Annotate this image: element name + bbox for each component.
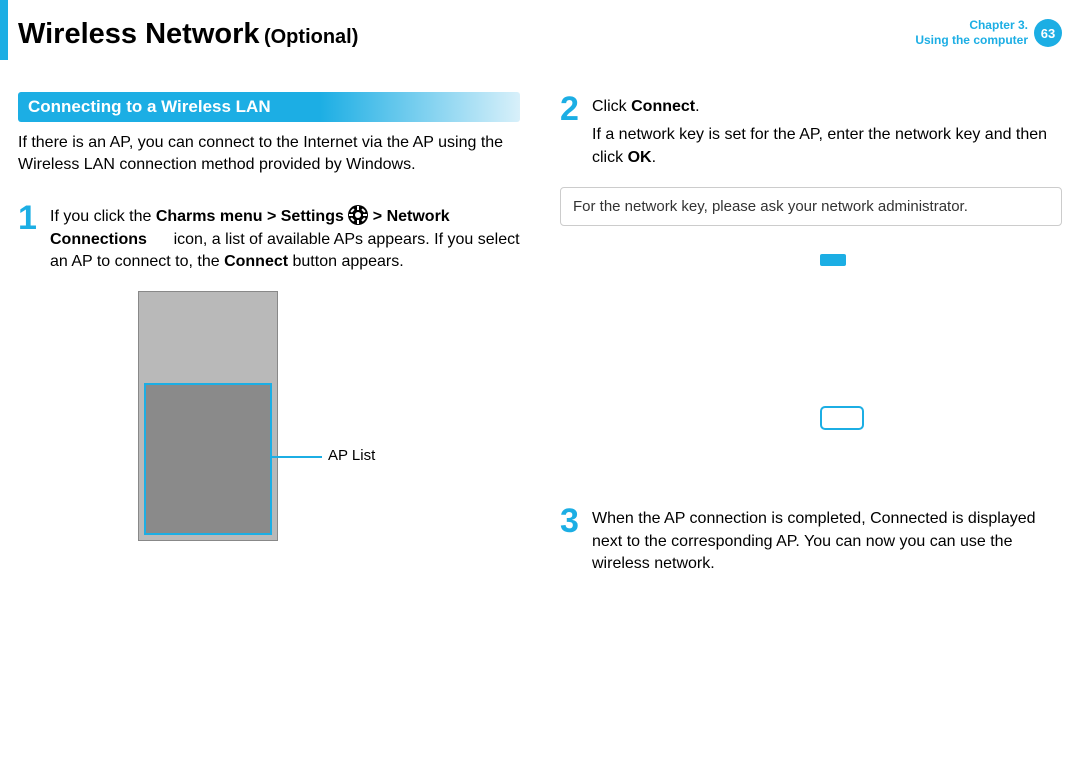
step-number-2: 2: [560, 92, 582, 169]
ap-callout-line: [272, 456, 322, 458]
step1-t-e: Connections: [50, 231, 147, 248]
step-3-body: When the AP connection is completed, Con…: [592, 504, 1062, 575]
step-2: 2 Click Connect. If a network key is set…: [560, 92, 1062, 169]
page-title-sub: (Optional): [264, 26, 358, 48]
page-title-main: Wireless Network: [18, 18, 260, 50]
step2-t-d: If a network key is set for the AP, ente…: [592, 126, 1047, 165]
intro-text: If there is an AP, you can connect to th…: [18, 132, 520, 175]
chapter-line1: Chapter 3.: [915, 18, 1028, 33]
step1-t-c: >: [368, 208, 386, 225]
step2-t-c: .: [695, 98, 699, 115]
spacer: [592, 118, 1062, 124]
step-1-body: If you click the Charms menu > Settings …: [50, 201, 520, 273]
step1-t-b: Charms menu > Settings: [156, 208, 344, 225]
figure-accent-button-outline: [820, 406, 864, 430]
step2-t-a: Click: [592, 98, 631, 115]
section-heading: Connecting to a Wireless LAN: [18, 92, 520, 122]
step1-t-g: Connect: [224, 253, 288, 270]
step1-t-a: If you click the: [50, 208, 156, 225]
ap-list-figure: AP List: [138, 291, 438, 551]
step-2-body: Click Connect. If a network key is set f…: [592, 92, 1062, 169]
header-accent-bar: [0, 0, 8, 60]
settings-gear-icon: [348, 205, 368, 225]
step1-t-d: Network: [387, 208, 450, 225]
step-3: 3 When the AP connection is completed, C…: [560, 504, 1062, 575]
step-number-1: 1: [18, 201, 40, 273]
step1-t-h: button appears.: [288, 253, 404, 270]
content-columns: Connecting to a Wireless LAN If there is…: [18, 92, 1062, 748]
page-number-badge: 63: [1034, 19, 1062, 47]
step-1: 1 If you click the Charms menu > Setting…: [18, 201, 520, 273]
step2-t-e: OK: [628, 149, 652, 166]
left-column: Connecting to a Wireless LAN If there is…: [18, 92, 520, 748]
figure-accent-top: [820, 254, 846, 266]
page-header: Wireless Network (Optional) Chapter 3. U…: [18, 18, 1062, 58]
chapter-text: Chapter 3. Using the computer: [915, 18, 1028, 48]
step2-t-b: Connect: [631, 98, 695, 115]
step2-t-f: .: [652, 149, 656, 166]
right-column: 2 Click Connect. If a network key is set…: [560, 92, 1062, 748]
note-box: For the network key, please ask your net…: [560, 187, 1062, 226]
ap-callout-label: AP List: [328, 447, 375, 464]
step-number-3: 3: [560, 504, 582, 575]
network-key-figure: [820, 254, 880, 474]
chapter-line2: Using the computer: [915, 33, 1028, 48]
ap-list-highlight-box: [144, 383, 272, 535]
chapter-indicator: Chapter 3. Using the computer 63: [915, 18, 1062, 48]
